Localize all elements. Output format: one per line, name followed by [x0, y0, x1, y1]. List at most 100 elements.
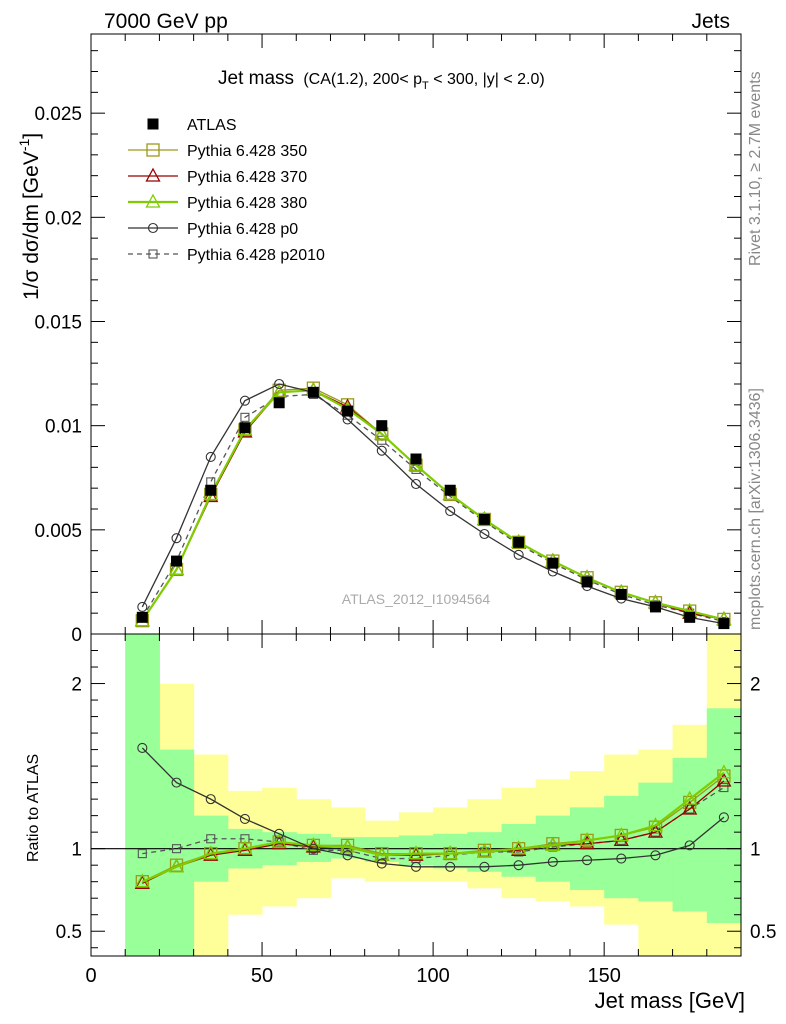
data-point: [342, 405, 354, 417]
legend-marker: [146, 143, 160, 157]
ratio-series-marker: [137, 849, 147, 859]
ratio-series-marker: [616, 853, 627, 864]
ratio-series-marker: [513, 860, 524, 871]
main-series-marker: [171, 533, 182, 544]
ratio-series-marker: [339, 838, 356, 853]
ratio-series-marker: [271, 833, 287, 848]
rivet-label: Rivet 3.1.10, ≥ 2.7M events: [747, 71, 764, 266]
data-point: [171, 555, 183, 567]
main-series-marker: [137, 601, 148, 612]
ratio-series-marker: [479, 861, 490, 872]
mcplots-label: mcplots.cern.ch [arXiv:1306.3436]: [747, 388, 764, 630]
legend-label: Pythia 6.428 350: [187, 143, 307, 160]
title-detail-b: < 300, |y| < 2.0): [429, 71, 545, 88]
ratio-series-marker: [274, 828, 285, 839]
data-point: [649, 601, 661, 613]
x-tick-label: 0: [85, 965, 96, 987]
ratio-series-marker: [205, 794, 216, 805]
uncertainty-bands: [91, 634, 742, 956]
main-series-line: [141, 389, 725, 622]
main-series-marker: [240, 412, 250, 422]
data-point: [547, 557, 559, 569]
ratio-series-marker: [579, 832, 595, 847]
y-axis-label-close: ]: [20, 133, 43, 139]
main-series-marker: [376, 445, 387, 456]
ratio-series-marker: [171, 777, 182, 788]
title-detail-sub: T: [422, 80, 429, 92]
main-series-line: [141, 387, 725, 622]
data-point: [239, 422, 251, 434]
main-y-tick-label: 0.015: [34, 313, 82, 334]
inner-band-bin: [638, 782, 674, 902]
legend-label: Pythia 6.428 p2010: [187, 247, 325, 264]
data-point: [376, 420, 388, 432]
ratio-series-marker: [374, 846, 390, 861]
ratio-series-marker: [376, 858, 387, 869]
data-point: [307, 386, 319, 398]
x-tick-label: 50: [251, 965, 273, 987]
main-series-marker: [445, 506, 456, 517]
ratio-series-marker: [237, 840, 253, 855]
legend-marker: [145, 193, 161, 208]
ratio-series-marker: [545, 836, 561, 852]
ratio-series-marker: [579, 835, 595, 850]
data-point: [410, 453, 422, 465]
ratio-series-marker: [682, 790, 698, 805]
main-y-tick-label: 0.02: [45, 208, 82, 229]
process-label: Jets: [691, 10, 730, 33]
ratio-series-marker: [476, 843, 493, 858]
ratio-y-tick-label-right: 2: [750, 675, 761, 696]
ratio-series-marker: [342, 850, 353, 861]
ratio-series-marker: [650, 850, 661, 861]
ratio-series-marker: [171, 844, 182, 854]
ratio-y-tick-label: 0.5: [56, 922, 82, 943]
plot-title: Jet mass (CA(1.2), 200< pT < 300, |y| < …: [218, 68, 545, 92]
ratio-series-marker: [206, 834, 216, 844]
curves: [134, 378, 732, 889]
main-series-marker: [513, 549, 524, 560]
legend-label: Pythia 6.428 370: [187, 169, 307, 186]
y-axis-label-unit: [GeV: [20, 151, 43, 199]
ratio-series-marker: [582, 855, 593, 866]
ratio-series-marker: [168, 858, 185, 873]
y-axis-label-sup: -1: [16, 139, 32, 152]
legend-label: Pythia 6.428 p0: [187, 221, 298, 238]
data-point: [136, 611, 148, 623]
data-point: [718, 618, 730, 630]
main-y-axis-label: 1/σ dσ/dm [GeV-1]: [16, 133, 43, 300]
data-point: [615, 588, 627, 600]
ratio-series-marker: [647, 817, 664, 832]
ratio-series-marker: [716, 772, 732, 787]
main-y-tick-label: 0.005: [34, 521, 82, 542]
data-point: [273, 397, 285, 409]
ratio-series-marker: [511, 840, 527, 855]
main-series-marker: [374, 425, 390, 440]
ratio-series-marker: [547, 856, 558, 867]
main-series-line: [141, 383, 725, 625]
ratio-series-marker: [445, 861, 456, 872]
inner-band-bin: [672, 757, 708, 912]
ratio-series-marker: [410, 861, 422, 872]
x-tick-label: 100: [416, 965, 449, 987]
main-series-marker: [410, 478, 422, 490]
ratio-series-marker: [134, 873, 150, 888]
legend-marker: [148, 249, 158, 259]
legend-label: ATLAS: [187, 117, 237, 134]
main-series-marker: [239, 395, 250, 406]
ratio-y-tick-label: 2: [71, 675, 82, 696]
main-series-marker: [168, 561, 185, 576]
energy-label: 7000 GeV pp: [104, 10, 228, 33]
ratio-series-marker: [239, 813, 250, 824]
ratio-series-marker: [613, 827, 629, 842]
ratio-y-tick-label-right: 0.5: [750, 922, 776, 943]
data-point: [444, 484, 456, 496]
data-point: [684, 611, 696, 623]
ratio-series-marker: [716, 764, 732, 779]
main-y-tick-label: 0.025: [34, 104, 82, 125]
main-y-tick-label: 0: [71, 625, 82, 646]
ratio-y-tick-label: 1: [71, 840, 82, 861]
legend-marker: [147, 222, 159, 234]
title-detail-a: (CA(1.2), 200< p: [303, 71, 422, 88]
ratio-series-marker: [305, 836, 321, 852]
